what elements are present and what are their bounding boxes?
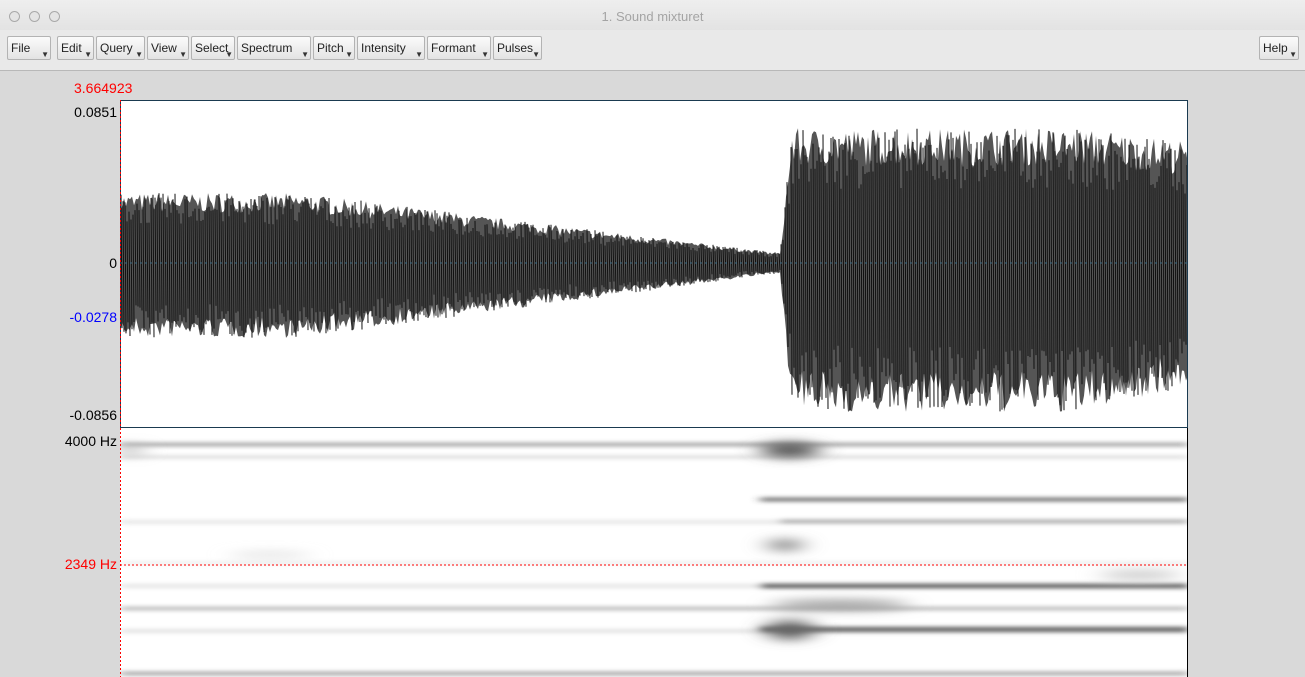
menu-view-label: View: [151, 41, 177, 55]
spectrogram-band: [120, 521, 780, 523]
menu-file[interactable]: File ▼: [7, 36, 51, 60]
spectrogram-cursor-frequency-label: 2349 Hz: [64, 556, 117, 572]
spectrogram-band: [760, 498, 1188, 501]
menu-help[interactable]: Help ▼: [1259, 36, 1299, 60]
dropdown-arrow-icon: ▼: [41, 50, 49, 59]
menu-spectrum[interactable]: Spectrum ▼: [237, 36, 311, 60]
dropdown-arrow-icon: ▼: [135, 50, 143, 59]
waveform-samples: [120, 128, 1188, 412]
spectrogram-energy-blob: [770, 600, 910, 610]
dropdown-arrow-icon: ▼: [532, 50, 540, 59]
spectrogram-band: [760, 627, 1188, 632]
spectrogram-band: [780, 520, 1188, 523]
sound-editor-plot[interactable]: [120, 100, 1188, 677]
cursor-time-label: 3.664923: [74, 80, 133, 96]
sound-display-svg: [120, 100, 1188, 677]
menu-file-label: File: [11, 41, 31, 55]
dropdown-arrow-icon: ▼: [179, 50, 187, 59]
dropdown-arrow-icon: ▼: [301, 50, 309, 59]
waveform[interactable]: [120, 128, 1188, 412]
menu-pulses-label: Pulses: [497, 41, 534, 55]
zoom-window-icon[interactable]: [49, 11, 60, 22]
menu-formant[interactable]: Formant ▼: [427, 36, 491, 60]
spectrogram-band: [120, 585, 760, 587]
spectrogram-band: [120, 562, 1188, 564]
dropdown-arrow-icon: ▼: [84, 50, 92, 59]
spectrogram-band: [120, 607, 1188, 610]
menu-help-label: Help: [1263, 41, 1288, 55]
spectrogram-energy-blob: [1100, 570, 1180, 580]
menu-query-label: Query: [100, 41, 133, 55]
spectrogram-band: [760, 584, 1188, 588]
spectrogram[interactable]: [120, 442, 1188, 675]
menu-select-label: Select: [195, 41, 229, 55]
menu-select[interactable]: Select ▼: [191, 36, 235, 60]
menu-intensity-label: Intensity: [361, 41, 406, 55]
menu-intensity[interactable]: Intensity ▼: [357, 36, 425, 60]
spectrogram-max-frequency-label: 4000 Hz: [64, 433, 117, 449]
spectrogram-energy-blob: [760, 442, 820, 458]
waveform-zero-label: 0: [109, 255, 117, 271]
spectrogram-energy-blob: [120, 444, 142, 456]
spectrogram-energy-blob: [230, 552, 310, 558]
spectrogram-energy-blob: [765, 620, 815, 640]
waveform-cursor-value-label: -0.0278: [69, 309, 117, 325]
menu-pitch-label: Pitch: [317, 41, 344, 55]
title-bar: 1. Sound mixturet: [0, 0, 1305, 30]
dropdown-arrow-icon: ▼: [225, 50, 233, 59]
waveform-min-label: -0.0856: [69, 407, 117, 423]
menu-query[interactable]: Query ▼: [96, 36, 145, 60]
menu-pulses[interactable]: Pulses ▼: [493, 36, 542, 60]
waveform-max-label: 0.0851: [74, 104, 117, 120]
close-window-icon[interactable]: [9, 11, 20, 22]
spectrogram-band: [120, 443, 1188, 446]
dropdown-arrow-icon: ▼: [415, 50, 423, 59]
menu-pitch[interactable]: Pitch ▼: [313, 36, 355, 60]
minimize-window-icon[interactable]: [29, 11, 40, 22]
spectrogram-band: [120, 456, 1188, 458]
menu-edit[interactable]: Edit ▼: [57, 36, 94, 60]
window-title: 1. Sound mixturet: [601, 9, 704, 24]
dropdown-arrow-icon: ▼: [345, 50, 353, 59]
spectrogram-band: [120, 672, 1188, 675]
spectrogram-band: [120, 630, 760, 632]
dropdown-arrow-icon: ▼: [481, 50, 489, 59]
menu-formant-label: Formant: [431, 41, 476, 55]
dropdown-arrow-icon: ▼: [1289, 50, 1297, 59]
menu-view[interactable]: View ▼: [147, 36, 189, 60]
menu-spectrum-label: Spectrum: [241, 41, 293, 55]
menu-bar: File ▼ Edit ▼ Query ▼ View ▼ Select ▼ Spectru…: [0, 30, 1305, 71]
spectrogram-energy-blob: [767, 539, 803, 551]
menu-edit-label: Edit: [61, 41, 82, 55]
